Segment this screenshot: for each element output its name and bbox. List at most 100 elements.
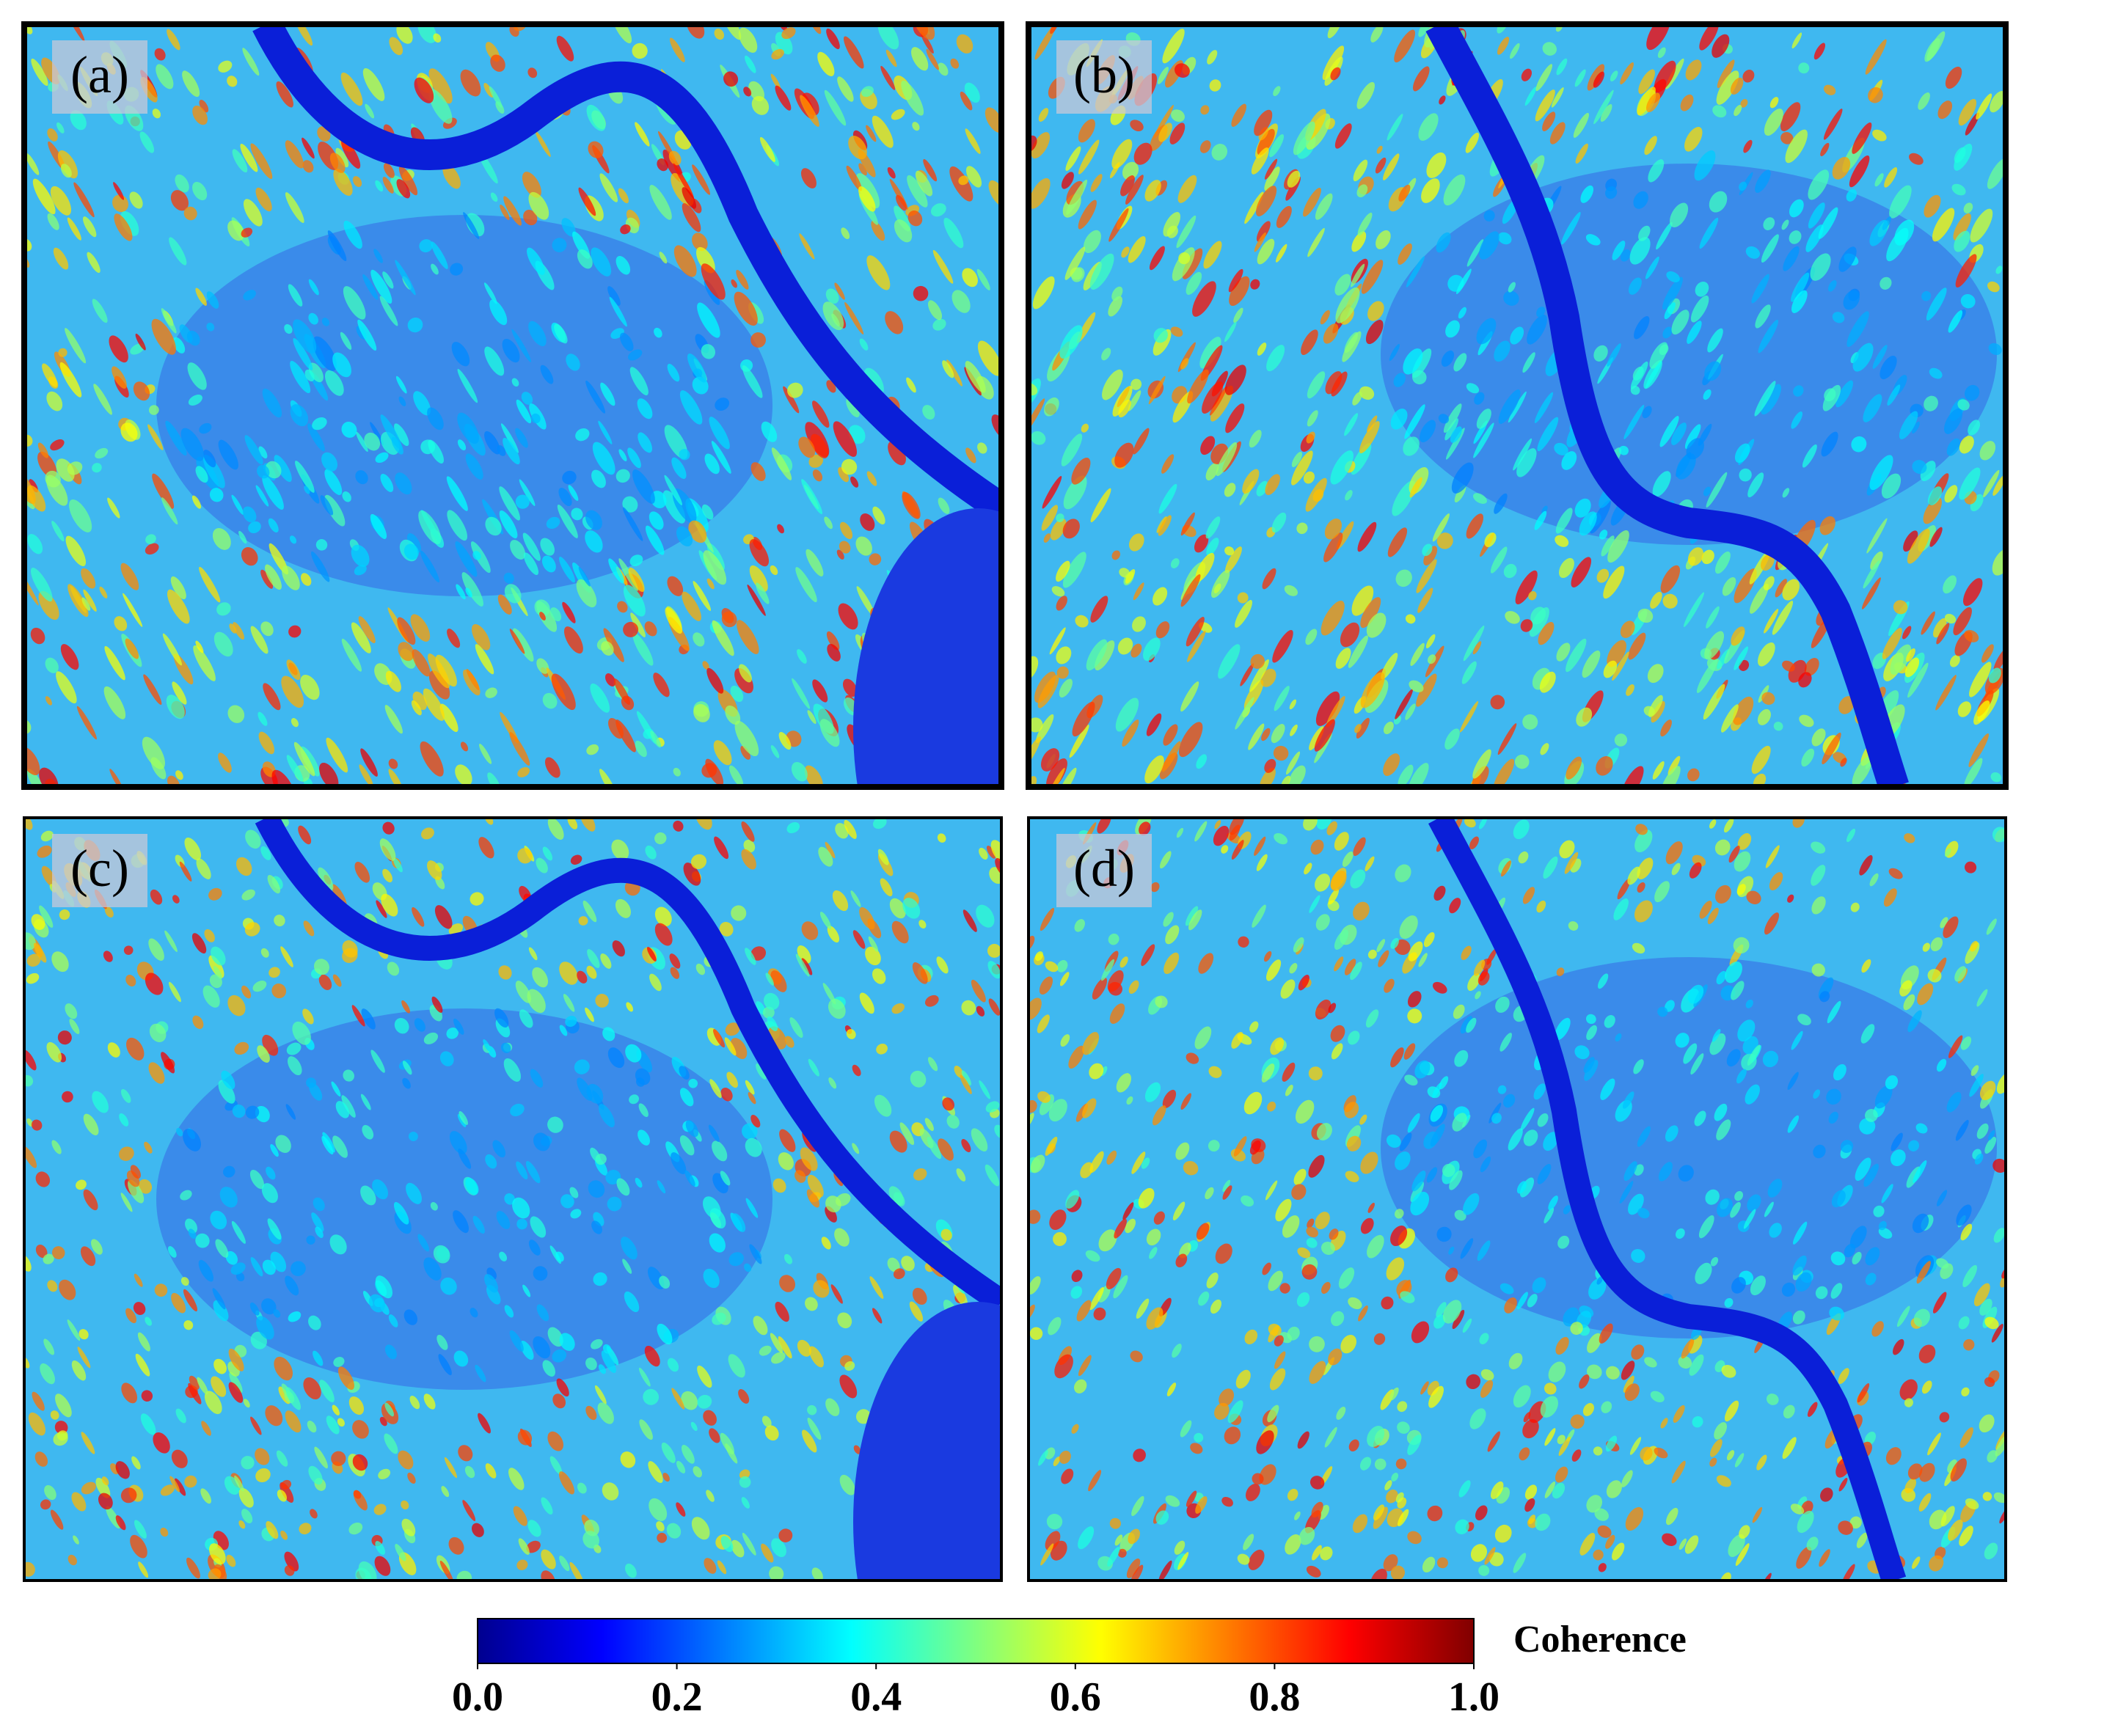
texture	[472, 1215, 485, 1234]
texture	[1111, 139, 1133, 169]
texture	[1635, 824, 1648, 835]
texture	[1308, 1066, 1323, 1081]
texture	[332, 1404, 340, 1415]
texture	[1536, 900, 1546, 913]
texture	[70, 110, 87, 131]
texture	[1758, 319, 1779, 354]
texture	[1734, 443, 1750, 464]
texture	[702, 1196, 721, 1219]
texture	[1395, 1151, 1411, 1171]
texture	[976, 1006, 985, 1017]
texture	[1418, 113, 1439, 141]
texture	[457, 412, 479, 444]
texture	[1660, 1418, 1668, 1429]
texture	[1726, 1049, 1741, 1067]
texture	[1053, 1456, 1061, 1467]
texture	[475, 1364, 486, 1382]
texture	[1118, 399, 1131, 418]
texture	[1574, 69, 1586, 87]
texture	[1915, 1123, 1928, 1134]
texture	[1548, 1195, 1558, 1211]
texture	[612, 24, 632, 44]
texture	[119, 1113, 129, 1127]
texture	[1040, 1543, 1054, 1566]
texture	[238, 1487, 254, 1508]
texture	[990, 840, 1001, 863]
texture	[1498, 232, 1512, 245]
texture	[1076, 1300, 1092, 1322]
texture	[1305, 629, 1318, 645]
texture	[638, 1367, 651, 1387]
texture	[891, 1003, 905, 1014]
texture	[120, 1487, 137, 1504]
texture	[534, 599, 550, 617]
texture	[1187, 630, 1206, 662]
texture	[1797, 1014, 1811, 1026]
texture	[218, 1080, 235, 1104]
texture	[1071, 457, 1091, 485]
texture	[151, 318, 176, 355]
texture	[1995, 1433, 2006, 1457]
texture	[1944, 408, 1963, 434]
texture	[1534, 392, 1554, 423]
texture	[1890, 644, 1912, 675]
texture	[946, 359, 962, 387]
texture	[209, 974, 222, 989]
texture	[645, 845, 657, 860]
texture	[825, 841, 836, 859]
texture	[1792, 1255, 1807, 1276]
texture	[1221, 1496, 1233, 1507]
texture	[1906, 648, 1915, 662]
texture	[32, 178, 56, 215]
texture	[1822, 732, 1841, 765]
texture	[396, 24, 413, 44]
texture	[844, 1361, 855, 1371]
texture	[1405, 614, 1416, 624]
texture	[693, 632, 705, 647]
texture	[394, 1017, 409, 1034]
texture	[1703, 389, 1712, 400]
texture	[1769, 872, 1783, 890]
texture	[721, 611, 737, 628]
texture	[1990, 91, 2006, 113]
texture	[1929, 367, 1943, 379]
texture	[1320, 1546, 1333, 1561]
texture	[1787, 894, 1794, 903]
texture	[1764, 1201, 1774, 1217]
texture	[1539, 671, 1556, 693]
texture	[731, 905, 747, 921]
texture	[536, 857, 548, 874]
texture	[1734, 851, 1751, 872]
texture	[1398, 764, 1414, 787]
texture	[71, 1492, 87, 1512]
texture	[188, 1228, 197, 1239]
texture	[517, 848, 533, 864]
texture	[123, 945, 134, 955]
texture	[673, 767, 681, 777]
texture	[1453, 1004, 1465, 1019]
texture	[703, 1268, 720, 1289]
texture	[1676, 453, 1696, 480]
texture	[161, 497, 178, 525]
texture	[748, 1092, 756, 1105]
texture	[1701, 549, 1714, 565]
texture	[304, 369, 315, 381]
texture	[1802, 444, 1817, 468]
texture	[1128, 980, 1139, 995]
texture	[1811, 841, 1826, 854]
texture	[536, 1304, 549, 1322]
texture	[1344, 1102, 1359, 1118]
texture	[1870, 551, 1883, 571]
texture	[964, 82, 980, 103]
texture	[1678, 1165, 1694, 1182]
texture	[1273, 86, 1281, 97]
texture	[872, 115, 894, 148]
texture	[1269, 134, 1285, 158]
texture	[1642, 406, 1652, 419]
texture	[1638, 225, 1651, 241]
texture	[1119, 956, 1128, 968]
texture	[1428, 1385, 1444, 1408]
texture	[490, 192, 498, 202]
texture	[206, 291, 219, 309]
texture	[828, 998, 846, 1019]
